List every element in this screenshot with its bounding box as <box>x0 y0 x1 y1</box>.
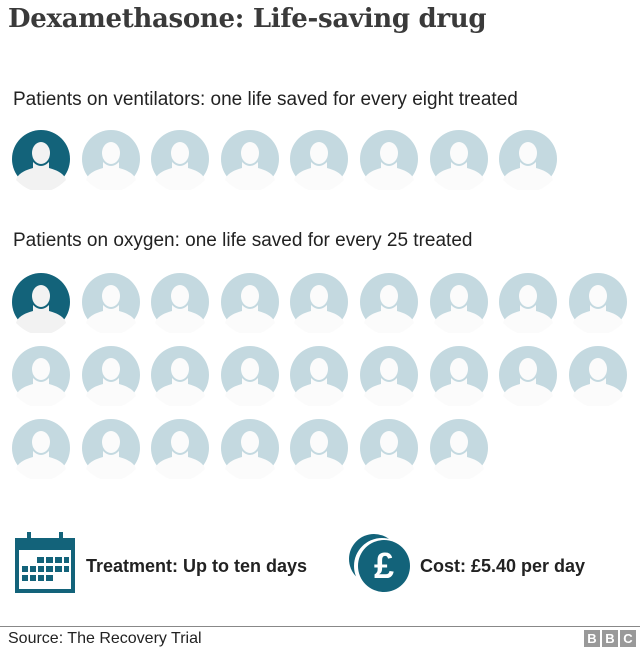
person-icon-treated <box>220 419 279 479</box>
person-icon-treated <box>151 346 210 406</box>
person-icon-treated <box>429 130 488 190</box>
ventilators-icon-grid <box>12 130 640 192</box>
person-icon-treated <box>220 346 279 406</box>
person-icon-treated <box>499 130 558 190</box>
person-icon-treated <box>220 130 279 190</box>
person-icon-treated <box>568 273 627 333</box>
footer-divider <box>0 626 640 627</box>
person-icon-treated <box>290 273 349 333</box>
person-icon-treated <box>499 273 558 333</box>
person-icon-treated <box>81 130 140 190</box>
treatment-text: Treatment: Up to ten days <box>86 556 308 576</box>
pound-coin-icon: £ <box>349 534 410 594</box>
person-icon-treated <box>429 346 488 406</box>
person-icon-treated <box>360 130 418 190</box>
person-icon-treated <box>360 273 418 333</box>
person-icon-treated <box>568 346 627 406</box>
page-title: Dexamethasone: Life-saving drug <box>8 4 487 34</box>
person-icon-treated <box>429 419 488 479</box>
person-icon-treated <box>360 346 418 406</box>
oxygen-icon-grid <box>12 273 640 493</box>
svg-text:£: £ <box>374 545 394 586</box>
person-icon-treated <box>12 346 70 406</box>
person-icon-treated <box>429 273 488 333</box>
oxygen-label: Patients on oxygen: one life saved for e… <box>13 230 473 251</box>
person-icon-treated <box>151 273 210 333</box>
person-icon-treated <box>151 419 210 479</box>
person-icon-treated <box>220 273 279 333</box>
person-icon-treated <box>360 419 418 479</box>
person-icon-treated <box>290 419 349 479</box>
cost-text: Cost: £5.40 per day <box>420 556 586 576</box>
person-icon-saved <box>12 273 70 333</box>
calendar-icon <box>15 532 75 593</box>
person-icon-treated <box>81 419 140 479</box>
person-icon-treated <box>290 346 349 406</box>
person-icon-treated <box>151 130 210 190</box>
person-icon-treated <box>499 346 558 406</box>
person-icon-treated <box>12 419 70 479</box>
person-icon-saved <box>12 130 70 190</box>
source-text: Source: The Recovery Trial <box>8 630 202 647</box>
person-icon-treated <box>81 346 140 406</box>
person-icon-treated <box>81 273 140 333</box>
ventilators-label: Patients on ventilators: one life saved … <box>13 89 518 110</box>
person-icon-treated <box>290 130 349 190</box>
